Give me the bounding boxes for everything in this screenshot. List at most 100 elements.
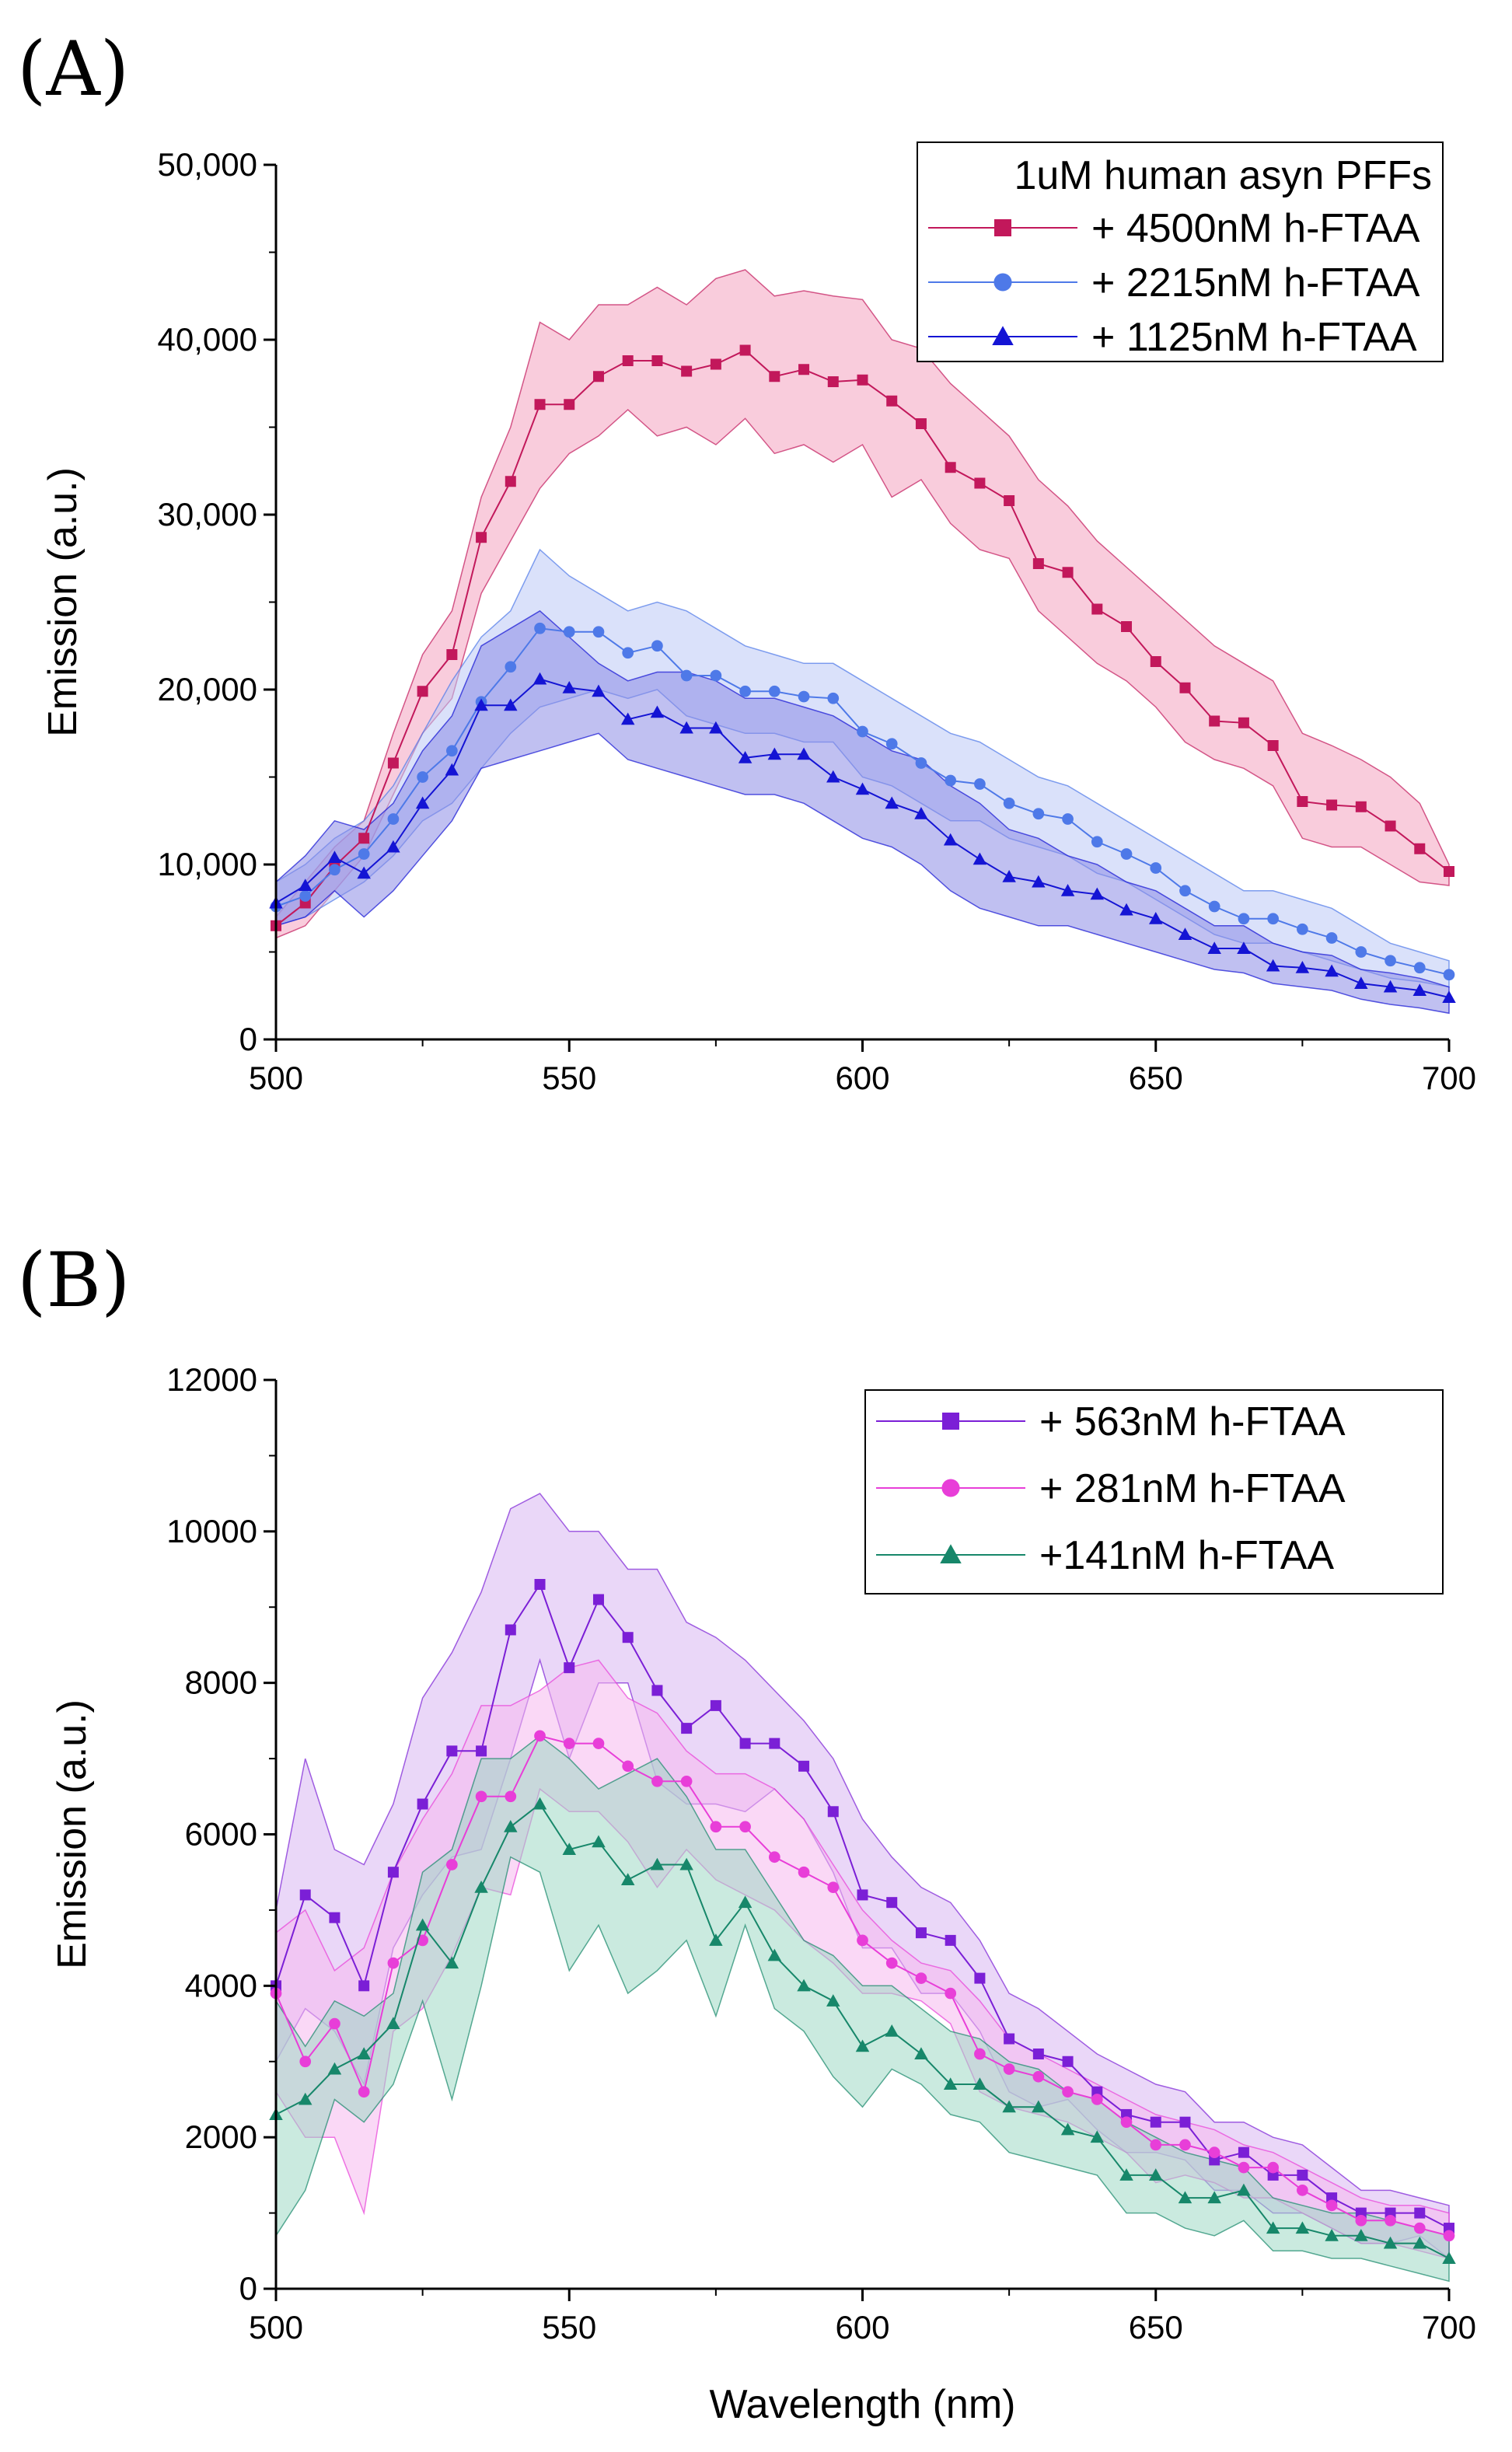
y-tick-label: 6000: [185, 1816, 257, 1853]
data-point: [1032, 2070, 1045, 2083]
legend-marker: [993, 273, 1012, 292]
data-point: [680, 669, 693, 682]
data-point: [1325, 932, 1338, 944]
data-point: [534, 622, 546, 634]
y-tick-label: 40,000: [158, 321, 257, 358]
legend-box: [864, 1389, 1444, 1594]
legend-marker: [994, 219, 1011, 236]
data-point: [945, 1987, 957, 2000]
data-point: [622, 647, 634, 659]
data-point: [504, 1820, 518, 1832]
data-point: [972, 852, 987, 865]
data-point: [1002, 2100, 1016, 2113]
data-point: [710, 1699, 721, 1711]
data-point: [505, 476, 516, 487]
data-point: [710, 1821, 722, 1833]
data-point: [768, 1851, 780, 1863]
data-point: [1238, 2146, 1249, 2158]
data-point: [1150, 2116, 1161, 2128]
data-point: [329, 1912, 340, 1923]
legend: 1uM human asyn PFFs + 4500nM h-FTAA + 2215…: [917, 141, 1444, 362]
legend-title: 1uM human asyn PFFs: [1014, 153, 1432, 198]
data-point: [915, 757, 927, 769]
data-point: [475, 1790, 487, 1803]
data-point: [327, 2062, 342, 2075]
y-tick-label: 0: [239, 2270, 257, 2307]
data-point: [299, 2056, 312, 2068]
legend-entry: + 281nM h-FTAA: [1039, 1466, 1346, 1511]
data-point: [358, 848, 370, 860]
data-point: [1267, 740, 1279, 751]
data-point: [1266, 959, 1280, 972]
data-point: [710, 669, 722, 682]
data-point: [1412, 983, 1427, 996]
data-point: [386, 2017, 400, 2030]
data-point: [885, 1957, 898, 1969]
data-point: [446, 745, 458, 757]
data-point: [943, 2077, 958, 2090]
data-point: [446, 1745, 458, 1757]
data-point: [1326, 799, 1338, 811]
data-point: [592, 1594, 604, 1605]
data-point: [357, 866, 371, 879]
data-point: [974, 1972, 986, 1984]
data-point: [1385, 955, 1396, 967]
data-point: [358, 833, 370, 844]
data-point: [1354, 976, 1368, 989]
x-tick-label: 650: [1129, 2309, 1183, 2345]
data-point: [417, 771, 428, 783]
data-point: [358, 1980, 370, 1992]
data-point: [680, 1775, 693, 1787]
data-point: [1355, 2214, 1367, 2227]
data-point: [681, 365, 693, 377]
data-point: [1121, 621, 1133, 632]
data-point: [1150, 656, 1161, 667]
data-point: [827, 1806, 839, 1818]
data-point: [767, 1948, 782, 1961]
data-point: [1297, 2185, 1308, 2196]
legend-marker: [942, 1413, 959, 1430]
data-point: [945, 774, 957, 787]
data-point: [534, 399, 546, 410]
data-point: [886, 1897, 898, 1909]
data-point: [1119, 903, 1133, 916]
data-point: [1207, 941, 1221, 954]
data-point: [298, 2092, 313, 2105]
data-point: [562, 1842, 576, 1855]
data-point: [679, 721, 693, 734]
data-point: [1179, 885, 1191, 897]
data-point: [1150, 862, 1162, 874]
data-point: [739, 1738, 751, 1749]
data-point: [1062, 567, 1074, 578]
y-tick-label: 12000: [166, 1361, 257, 1398]
data-point: [1003, 797, 1015, 809]
data-point: [1442, 2251, 1456, 2265]
data-point: [476, 1745, 487, 1757]
data-point: [709, 721, 723, 734]
y-tick-label: 10,000: [158, 846, 257, 882]
data-point: [1412, 2236, 1427, 2249]
data-point: [1002, 870, 1016, 882]
legend-entry: + 1125nM h-FTAA: [1091, 315, 1417, 360]
data-point: [1267, 2161, 1279, 2174]
data-point: [1179, 2139, 1191, 2151]
x-tick-label: 650: [1129, 1060, 1183, 1096]
data-point: [622, 1632, 634, 1643]
y-tick-label: 8000: [185, 1664, 257, 1701]
data-point: [679, 1857, 693, 1870]
data-point: [1149, 912, 1163, 924]
series-markers-3: [269, 672, 1456, 1003]
data-point: [622, 1760, 634, 1773]
data-point: [329, 864, 340, 876]
data-point: [797, 1979, 811, 1992]
chart-panel-1: (A) 500 550 600 650 700 0 10,000 20,000 30,000 40,…: [17, 26, 1476, 1096]
x-tick-label: 600: [835, 1060, 889, 1096]
data-point: [564, 1662, 575, 1674]
legend-entry: + 563nM h-FTAA: [1039, 1399, 1346, 1444]
data-point: [622, 355, 634, 366]
error-band-series-1: [275, 269, 1450, 939]
legend-marker: [941, 1479, 960, 1497]
x-axis-title: Wavelength (nm): [710, 2382, 1016, 2427]
data-point: [1178, 927, 1192, 940]
